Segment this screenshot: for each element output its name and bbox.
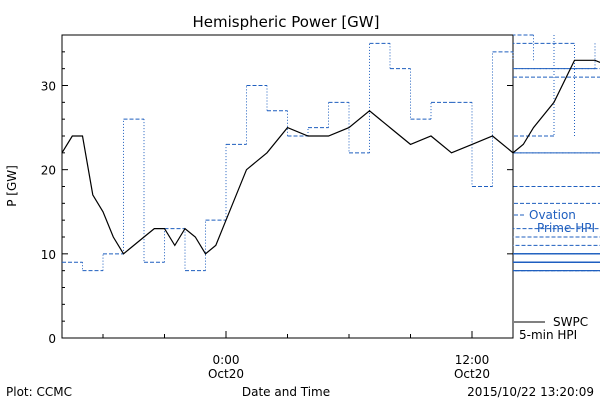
x-axis-label: Date and Time [242, 385, 330, 399]
x-tick-time: 12:00 [455, 353, 490, 367]
plot-credit: Plot: CCMC [6, 385, 72, 399]
series-ovation [62, 34, 600, 272]
plot-frame [61, 34, 514, 339]
series-swpc-line [61, 59, 600, 255]
y-axis-label: P [GW] [5, 165, 19, 207]
chart-title: Hemispheric Power [GW] [193, 13, 380, 31]
legend-swpc: SWPC 5-min HPI [514, 315, 588, 342]
series-layer [61, 34, 600, 272]
y-axis: 0 10 20 30 [41, 51, 513, 346]
legend-ovation-text-2: Prime HPI [537, 221, 595, 235]
y-tick-label: 10 [41, 248, 56, 262]
y-tick-label: 20 [41, 164, 56, 178]
plot-timestamp: 2015/10/22 13:20:09 [467, 385, 594, 399]
y-tick-label: 30 [41, 80, 56, 94]
legend-swpc-text-2: 5-min HPI [519, 328, 577, 342]
x-tick-date: Oct20 [208, 367, 244, 381]
legend-ovation-text-1: Ovation [529, 208, 576, 222]
x-tick-time: 0:00 [213, 353, 240, 367]
x-tick-date: Oct20 [454, 367, 490, 381]
legend-ovation: Ovation Prime HPI [514, 208, 595, 235]
x-axis: 0:00Oct2012:00Oct200:00Oct2112:00Oct210:… [102, 331, 490, 381]
legend-swpc-text-1: SWPC [553, 315, 588, 329]
y-tick-label: 0 [48, 332, 56, 346]
